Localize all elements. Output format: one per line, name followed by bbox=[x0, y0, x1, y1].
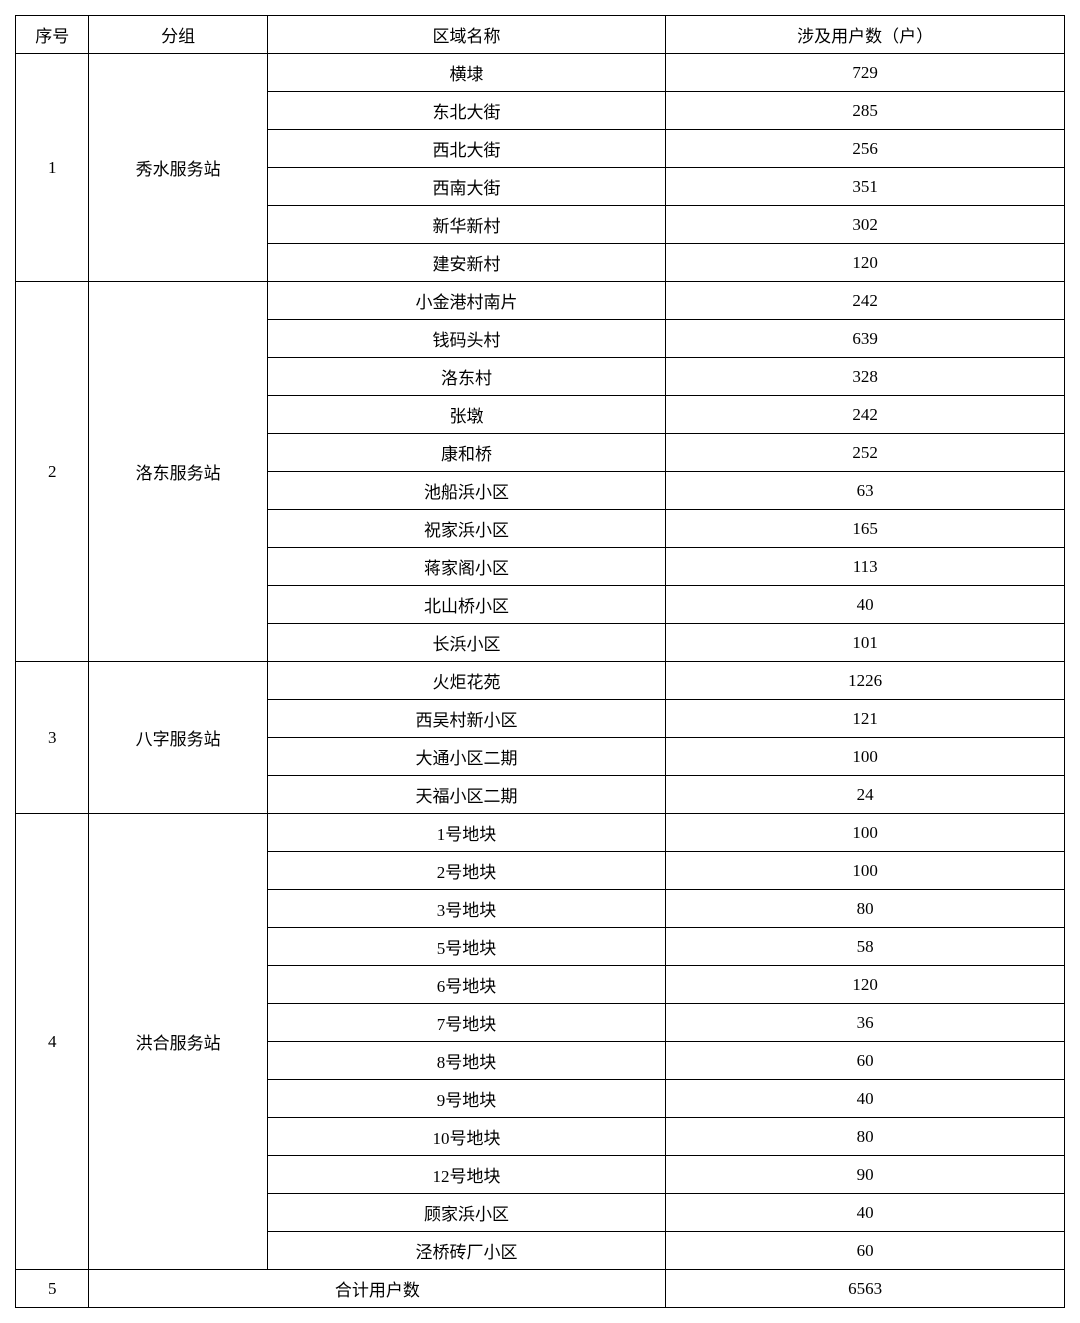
cell-area: 康和桥 bbox=[267, 434, 666, 472]
cell-users: 40 bbox=[666, 586, 1065, 624]
cell-area: 火炬花苑 bbox=[267, 662, 666, 700]
cell-users: 120 bbox=[666, 244, 1065, 282]
cell-area: 西吴村新小区 bbox=[267, 700, 666, 738]
cell-users: 36 bbox=[666, 1004, 1065, 1042]
cell-users: 90 bbox=[666, 1156, 1065, 1194]
cell-area: 5号地块 bbox=[267, 928, 666, 966]
cell-users: 1226 bbox=[666, 662, 1065, 700]
cell-group: 八字服务站 bbox=[89, 662, 267, 814]
table-row: 1秀水服务站横埭729 bbox=[16, 54, 1065, 92]
cell-area: 3号地块 bbox=[267, 890, 666, 928]
cell-users: 58 bbox=[666, 928, 1065, 966]
cell-area: 1号地块 bbox=[267, 814, 666, 852]
cell-area: 蒋家阁小区 bbox=[267, 548, 666, 586]
cell-area: 12号地块 bbox=[267, 1156, 666, 1194]
cell-users: 302 bbox=[666, 206, 1065, 244]
cell-area: 北山桥小区 bbox=[267, 586, 666, 624]
cell-total-seq: 5 bbox=[16, 1270, 89, 1308]
cell-users: 113 bbox=[666, 548, 1065, 586]
header-group: 分组 bbox=[89, 16, 267, 54]
cell-area: 小金港村南片 bbox=[267, 282, 666, 320]
header-users: 涉及用户数（户） bbox=[666, 16, 1065, 54]
cell-seq: 1 bbox=[16, 54, 89, 282]
cell-area: 张墩 bbox=[267, 396, 666, 434]
user-area-table: 序号 分组 区域名称 涉及用户数（户） 1秀水服务站横埭729东北大街285西北… bbox=[15, 15, 1065, 1308]
cell-users: 100 bbox=[666, 738, 1065, 776]
table-row: 3八字服务站火炬花苑1226 bbox=[16, 662, 1065, 700]
cell-group: 秀水服务站 bbox=[89, 54, 267, 282]
cell-users: 328 bbox=[666, 358, 1065, 396]
cell-area: 建安新村 bbox=[267, 244, 666, 282]
cell-area: 祝家浜小区 bbox=[267, 510, 666, 548]
cell-seq: 2 bbox=[16, 282, 89, 662]
cell-area: 横埭 bbox=[267, 54, 666, 92]
cell-area: 东北大街 bbox=[267, 92, 666, 130]
cell-area: 钱码头村 bbox=[267, 320, 666, 358]
cell-users: 729 bbox=[666, 54, 1065, 92]
cell-area: 顾家浜小区 bbox=[267, 1194, 666, 1232]
cell-users: 120 bbox=[666, 966, 1065, 1004]
cell-users: 285 bbox=[666, 92, 1065, 130]
header-seq: 序号 bbox=[16, 16, 89, 54]
table-header-row: 序号 分组 区域名称 涉及用户数（户） bbox=[16, 16, 1065, 54]
cell-area: 西南大街 bbox=[267, 168, 666, 206]
cell-area: 长浜小区 bbox=[267, 624, 666, 662]
cell-users: 639 bbox=[666, 320, 1065, 358]
table-total-row: 5合计用户数6563 bbox=[16, 1270, 1065, 1308]
cell-users: 242 bbox=[666, 282, 1065, 320]
cell-users: 100 bbox=[666, 814, 1065, 852]
cell-area: 天福小区二期 bbox=[267, 776, 666, 814]
cell-users: 63 bbox=[666, 472, 1065, 510]
cell-group: 洛东服务站 bbox=[89, 282, 267, 662]
cell-total-users: 6563 bbox=[666, 1270, 1065, 1308]
cell-users: 242 bbox=[666, 396, 1065, 434]
cell-area: 8号地块 bbox=[267, 1042, 666, 1080]
cell-users: 40 bbox=[666, 1080, 1065, 1118]
cell-users: 80 bbox=[666, 890, 1065, 928]
cell-users: 60 bbox=[666, 1042, 1065, 1080]
cell-users: 101 bbox=[666, 624, 1065, 662]
table-row: 4洪合服务站1号地块100 bbox=[16, 814, 1065, 852]
cell-area: 洛东村 bbox=[267, 358, 666, 396]
cell-users: 100 bbox=[666, 852, 1065, 890]
cell-users: 80 bbox=[666, 1118, 1065, 1156]
cell-area: 西北大街 bbox=[267, 130, 666, 168]
cell-group: 洪合服务站 bbox=[89, 814, 267, 1270]
cell-total-label: 合计用户数 bbox=[89, 1270, 666, 1308]
cell-users: 121 bbox=[666, 700, 1065, 738]
cell-area: 10号地块 bbox=[267, 1118, 666, 1156]
cell-area: 6号地块 bbox=[267, 966, 666, 1004]
cell-area: 大通小区二期 bbox=[267, 738, 666, 776]
cell-users: 40 bbox=[666, 1194, 1065, 1232]
cell-seq: 4 bbox=[16, 814, 89, 1270]
header-area: 区域名称 bbox=[267, 16, 666, 54]
cell-users: 256 bbox=[666, 130, 1065, 168]
cell-area: 池船浜小区 bbox=[267, 472, 666, 510]
cell-area: 9号地块 bbox=[267, 1080, 666, 1118]
cell-users: 351 bbox=[666, 168, 1065, 206]
cell-seq: 3 bbox=[16, 662, 89, 814]
cell-users: 24 bbox=[666, 776, 1065, 814]
table-row: 2洛东服务站小金港村南片242 bbox=[16, 282, 1065, 320]
cell-users: 252 bbox=[666, 434, 1065, 472]
cell-area: 7号地块 bbox=[267, 1004, 666, 1042]
cell-area: 新华新村 bbox=[267, 206, 666, 244]
cell-users: 165 bbox=[666, 510, 1065, 548]
cell-area: 2号地块 bbox=[267, 852, 666, 890]
